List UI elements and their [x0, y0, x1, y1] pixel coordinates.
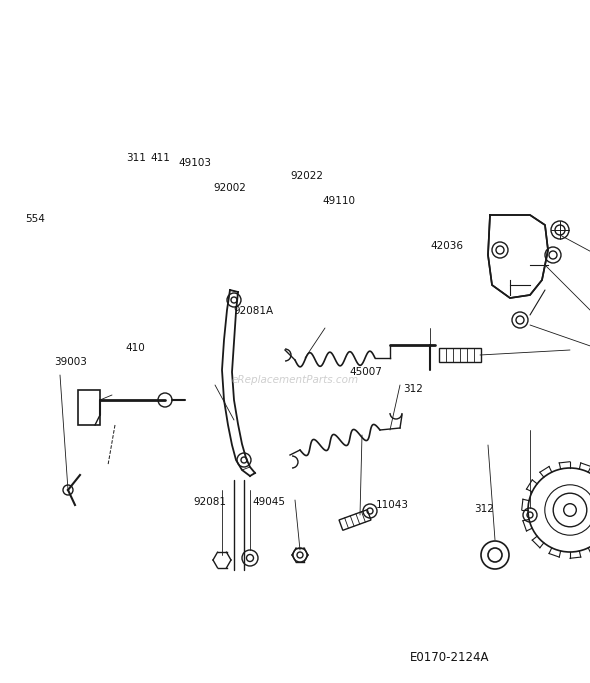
Text: 411: 411: [150, 154, 171, 163]
Text: 312: 312: [403, 385, 423, 394]
Text: 312: 312: [474, 504, 494, 514]
Text: 92022: 92022: [290, 171, 323, 181]
Text: 554: 554: [25, 214, 45, 223]
Text: E0170-2124A: E0170-2124A: [410, 651, 490, 665]
Text: 49103: 49103: [178, 158, 211, 167]
Text: 49110: 49110: [323, 197, 356, 206]
Bar: [78, 390, 100, 425]
Text: 92002: 92002: [214, 183, 247, 193]
Text: eReplacementParts.com: eReplacementParts.com: [231, 375, 359, 385]
Text: 11043: 11043: [376, 501, 409, 510]
Text: 49045: 49045: [252, 497, 285, 507]
Text: 311: 311: [126, 154, 146, 163]
Polygon shape: [488, 215, 548, 298]
Text: 92081A: 92081A: [234, 307, 274, 316]
Text: 42036: 42036: [431, 241, 464, 251]
Text: 92081: 92081: [193, 497, 226, 507]
Text: 410: 410: [126, 344, 146, 353]
Text: 45007: 45007: [349, 367, 382, 377]
Text: 39003: 39003: [54, 357, 87, 367]
